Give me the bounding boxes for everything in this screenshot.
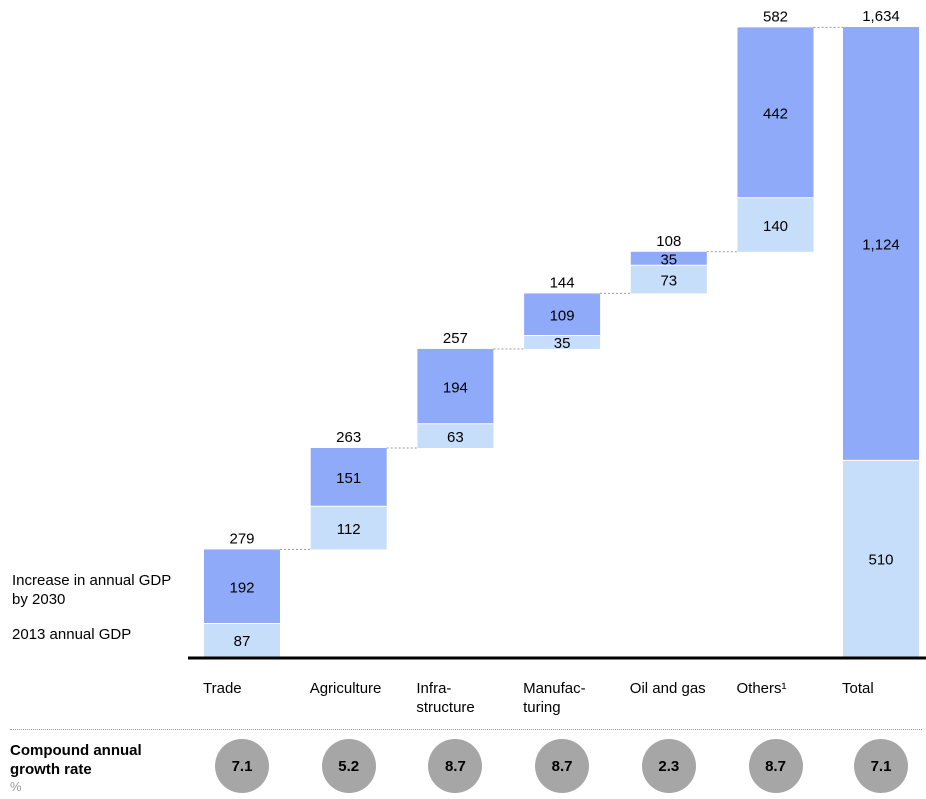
increase-value-label: 442 (763, 106, 788, 123)
bar-increase-segment (843, 27, 919, 461)
increase-value-label: 192 (229, 579, 254, 596)
legend-base-label: 2013 annual GDP (12, 626, 132, 643)
category-label: Others¹ (736, 680, 787, 697)
cagr-value-circle: 8.7 (748, 739, 803, 793)
total-value-label: 108 (656, 233, 681, 250)
cagr-unit: % (10, 779, 22, 794)
cagr-value-circle: 5.2 (321, 739, 376, 793)
increase-value-label: 194 (443, 379, 468, 396)
base-value-label: 510 (868, 552, 893, 569)
increase-value-label: 151 (336, 470, 361, 487)
bar-base-segment (843, 460, 919, 657)
category-label: Total (842, 680, 874, 697)
bar-base-segment (310, 506, 387, 550)
category-label: Oil and gas (629, 680, 706, 697)
cagr-value-circle: 7.1 (215, 739, 269, 793)
total-value-label: 144 (550, 274, 575, 291)
bar-base-segment (417, 423, 494, 449)
cagr-value-circle: 8.7 (535, 739, 590, 793)
increase-value-label: 109 (550, 307, 575, 324)
cagr-value-circle: 8.7 (428, 739, 483, 793)
total-value-label: 257 (443, 330, 468, 347)
category-label: Trade (203, 680, 242, 697)
total-value-label: 582 (763, 8, 788, 25)
bar-increase-segment (204, 549, 280, 624)
base-value-label: 87 (234, 633, 251, 650)
base-value-label: 112 (337, 521, 361, 538)
category-label: Manufac- turing (523, 680, 586, 716)
bar-base-segment (630, 265, 707, 294)
bar-base-segment (737, 197, 814, 252)
bar-increase-segment (417, 348, 494, 424)
increase-value-label: 1,124 (862, 237, 900, 254)
category-label: Infra- structure (416, 680, 475, 716)
base-value-label: 140 (763, 218, 788, 235)
bar-base-segment (204, 623, 280, 657)
total-value-label: 1,634 (862, 8, 900, 25)
bar-increase-segment (737, 27, 814, 198)
waterfall-chart: 87 192 279 112 151 263 63 194 257 35 109 144 73 35 108… (188, 8, 926, 660)
cagr-title: Compound annual growth rate (10, 742, 142, 778)
bar-increase-segment (630, 251, 707, 266)
base-value-label: 73 (660, 272, 677, 289)
total-value-label: 279 (229, 530, 254, 547)
increase-value-label: 35 (660, 252, 677, 269)
total-value-label: 263 (336, 429, 361, 446)
category-label: Agriculture (309, 680, 382, 697)
base-value-label: 35 (554, 335, 571, 352)
bar-base-segment (524, 335, 601, 349)
base-value-label: 63 (447, 429, 464, 446)
cagr-value-circle: 2.3 (641, 739, 696, 793)
cagr-divider (10, 729, 922, 730)
legend-increase-label: Increase in annual GDP by 2030 (12, 572, 172, 608)
bar-increase-segment (524, 293, 601, 336)
cagr-value-circle: 7.1 (854, 739, 908, 793)
bar-increase-segment (310, 448, 387, 507)
